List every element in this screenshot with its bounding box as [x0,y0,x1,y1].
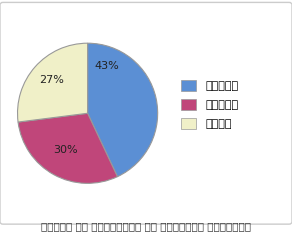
Legend: मैदान, पर्वत, पठार: मैदान, पर्वत, पठार [181,80,238,129]
Text: 27%: 27% [39,75,64,85]
Text: 30%: 30% [53,145,77,155]
Text: मुख्य भू आकृतियों के अंतर्गत क्षेत्र: मुख्य भू आकृतियों के अंतर्गत क्षेत्र [41,221,251,231]
Wedge shape [88,43,158,177]
Wedge shape [18,43,88,122]
Text: 43%: 43% [95,61,120,71]
Wedge shape [18,113,117,183]
